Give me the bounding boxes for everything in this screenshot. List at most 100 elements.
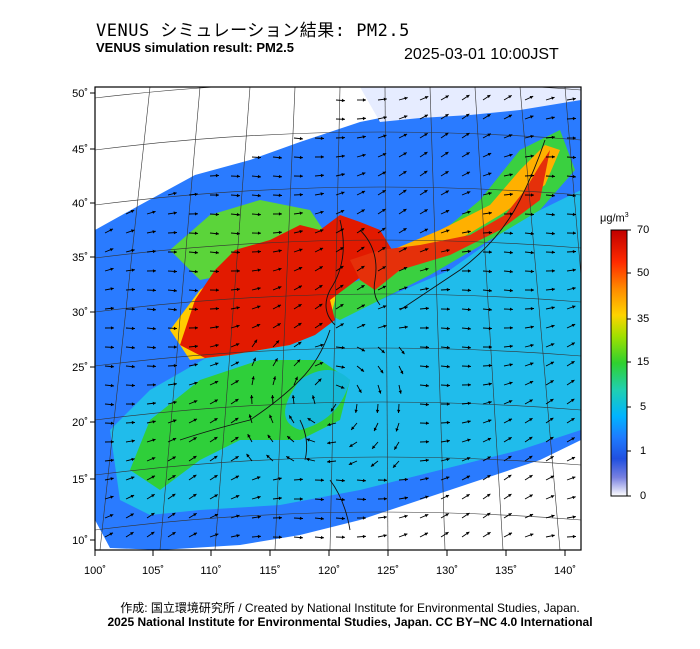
- wind-arrow-head: [131, 229, 135, 233]
- wind-arrow-head: [467, 326, 471, 331]
- wind-arrow-head: [236, 534, 240, 538]
- wind-arrow-head: [404, 306, 408, 310]
- wind-arrow-head: [151, 513, 155, 517]
- wind-arrow-head: [150, 531, 155, 535]
- wind-arrow-head: [214, 513, 219, 517]
- wind-arrow-head: [446, 345, 450, 350]
- wind-arrow-head: [424, 514, 429, 518]
- wind-arrow-head: [467, 401, 471, 405]
- wind-arrow-head: [572, 193, 576, 198]
- wind-arrow-head: [425, 440, 429, 444]
- wind-arrow-head: [550, 456, 554, 460]
- wind-arrow-head: [383, 134, 387, 138]
- wind-arrow-head: [446, 249, 450, 253]
- wind-arrow-head: [110, 267, 114, 271]
- wind-arrow-head: [572, 286, 576, 291]
- wind-arrow-head: [467, 345, 471, 350]
- map-border: [94, 86, 582, 551]
- wind-arrow-head: [446, 439, 450, 443]
- wind-arrow-head: [341, 173, 345, 177]
- wind-arrow-head: [278, 212, 282, 216]
- wind-arrow-head: [550, 475, 554, 479]
- wind-arrow-head: [425, 345, 429, 349]
- wind-arrow-head: [358, 389, 362, 393]
- wind-arrow-head: [551, 116, 555, 120]
- wind-arrow-head: [194, 269, 198, 274]
- wind-arrow-head: [340, 228, 344, 232]
- wind-arrow-head: [529, 494, 533, 498]
- lon-label: 110˚: [200, 565, 221, 577]
- wind-arrow-head: [404, 514, 408, 519]
- wind-arrow-head: [257, 495, 261, 500]
- wind-arrow-head: [425, 306, 429, 311]
- wind-arrow-head: [466, 457, 471, 461]
- wind-arrow-head: [236, 212, 240, 217]
- wind-arrow-head: [466, 475, 470, 479]
- wind-arrow-head: [487, 153, 492, 156]
- lat-label: 15˚: [72, 474, 88, 486]
- wind-arrow-head: [446, 420, 450, 425]
- wind-arrow-head: [550, 380, 554, 384]
- lon-label: 120˚: [318, 565, 340, 577]
- wind-arrow-head: [361, 172, 366, 176]
- wind-arrow-head: [529, 455, 533, 460]
- wind-arrow-head: [327, 422, 331, 427]
- wind-arrow-head: [298, 323, 302, 327]
- wind-arrow-head: [487, 456, 491, 460]
- lon-label: 115˚: [259, 565, 280, 577]
- wind-arrow-head: [572, 250, 576, 254]
- wind-arrow-head: [151, 494, 155, 498]
- wind-arrow-head: [299, 211, 303, 215]
- wind-arrow-head: [509, 326, 513, 330]
- wind-arrow-head: [572, 136, 576, 140]
- wind-arrow-head: [319, 285, 323, 289]
- wind-arrow-head: [215, 193, 219, 197]
- lat-label: 40˚: [72, 198, 88, 210]
- wind-arrow-head: [214, 437, 218, 441]
- wind-arrow-head: [152, 345, 156, 350]
- wind-arrow-head: [278, 267, 282, 271]
- wind-arrow-head: [320, 173, 324, 178]
- wind-arrow-head: [383, 497, 387, 501]
- colorbar-tick-label: 35: [637, 313, 650, 325]
- wind-arrow-head: [278, 155, 282, 160]
- wind-arrow-head: [395, 428, 399, 432]
- wind-arrow-head: [394, 446, 398, 450]
- wind-arrow-head: [236, 306, 240, 310]
- wind-arrow-head: [383, 116, 387, 120]
- wind-arrow-head: [236, 231, 240, 236]
- wind-arrow-head: [362, 516, 366, 520]
- wind-arrow-head: [257, 268, 261, 272]
- wind-arrow-head: [445, 95, 449, 99]
- wind-arrow-head: [286, 456, 290, 460]
- wind-arrow-head: [551, 96, 555, 100]
- lon-label: 125˚: [377, 565, 399, 577]
- lat-label: 10˚: [72, 535, 88, 547]
- wind-arrow-head: [403, 533, 408, 537]
- wind-arrow-head: [194, 344, 198, 349]
- wind-arrow-head: [465, 113, 470, 117]
- wind-arrow-head: [529, 399, 533, 403]
- wind-arrow-head: [425, 326, 429, 330]
- wind-arrow-head: [424, 209, 428, 213]
- wind-arrow-head: [446, 402, 450, 406]
- colorbar-tick-label: 5: [640, 401, 647, 413]
- wind-arrow-head: [488, 288, 492, 293]
- wind-arrow-head: [341, 535, 345, 539]
- lon-label: 105˚: [142, 565, 164, 577]
- wind-arrow-head: [403, 189, 407, 193]
- wind-arrow-head: [130, 532, 134, 536]
- wind-arrow-head: [382, 209, 386, 213]
- wind-arrow-head: [378, 390, 382, 394]
- wind-arrow-head: [404, 496, 408, 500]
- wind-arrow-head: [192, 474, 197, 478]
- wind-arrow-head: [488, 269, 492, 274]
- wind-arrow-head: [214, 455, 218, 460]
- wind-arrow-head: [360, 368, 364, 372]
- wind-arrow-head: [467, 364, 471, 368]
- wind-arrow-head: [110, 345, 114, 349]
- coastlines: [179, 139, 546, 531]
- wind-arrow-head: [341, 154, 345, 158]
- wind-arrow-head: [236, 193, 240, 198]
- wind-arrow-head: [571, 380, 575, 384]
